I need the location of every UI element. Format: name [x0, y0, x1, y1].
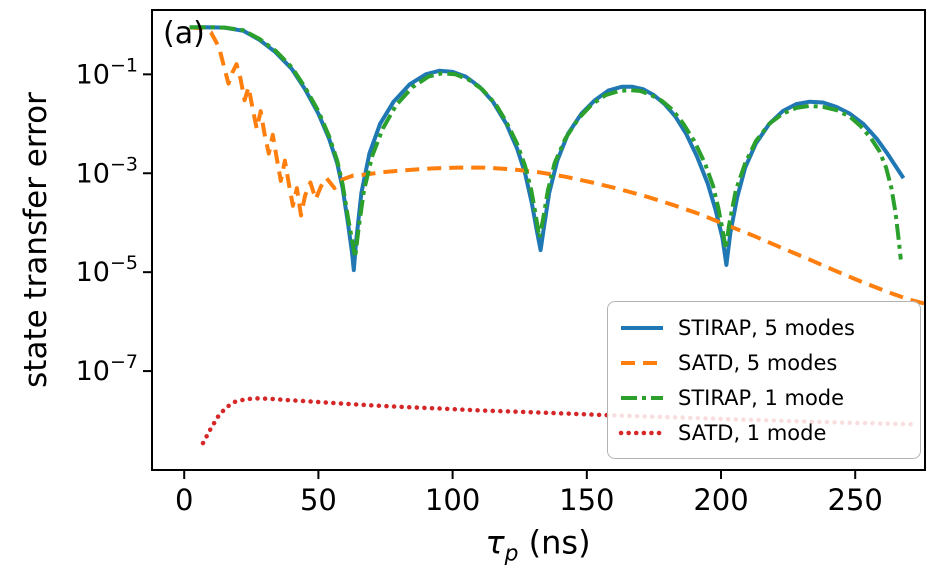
y-axis-label: state transfer error: [18, 92, 54, 388]
y-tick-label: 10−5: [76, 252, 138, 288]
x-axis-label-subscript: p: [504, 541, 519, 567]
legend-item-stirap-1-mode: STIRAP, 1 mode: [618, 385, 910, 411]
y-tick-label: 10−7: [76, 351, 138, 387]
panel-label: (a): [163, 16, 205, 51]
x-tick-label: 50: [300, 483, 337, 517]
series-line-0: [189, 25, 906, 273]
legend-label: STIRAP, 5 modes: [678, 315, 856, 340]
series-line-3: [200, 396, 917, 446]
x-tick-label: 250: [828, 483, 883, 517]
axes-frame: [151, 9, 926, 471]
y-tick-label: 10−1: [76, 54, 138, 90]
x-axis-label-symbol: τ: [485, 523, 505, 562]
legend-line-sample-dashed: [621, 360, 663, 365]
y-tick-label: 10−3: [76, 153, 138, 189]
legend-line-sample-dotted: [618, 430, 666, 435]
x-axis-label-unit: (ns): [518, 523, 591, 562]
x-tick-label: 200: [693, 483, 748, 517]
x-tick-label: 100: [425, 483, 480, 517]
legend-label: STIRAP, 1 mode: [678, 385, 845, 410]
legend-line-sample-solid: [621, 325, 663, 330]
x-tick-label: 150: [559, 483, 614, 517]
legend-item-satd-1-mode: SATD, 1 mode: [618, 420, 910, 446]
legend-item-stirap-5-modes: STIRAP, 5 modes: [618, 315, 910, 341]
legend-item-satd-5-modes: SATD, 5 modes: [618, 350, 910, 376]
series-line-2: [189, 25, 903, 260]
x-tick-label: 0: [175, 483, 193, 517]
legend-line-sample-dashdot: [621, 395, 663, 400]
series-line-1: [189, 25, 925, 306]
legend: STIRAP, 5 modes SATD, 5 modes STIRAP, 1 …: [607, 301, 921, 459]
legend-label: SATD, 5 modes: [678, 350, 838, 375]
x-axis-label: τp (ns): [485, 523, 590, 566]
legend-label: SATD, 1 mode: [678, 420, 827, 445]
